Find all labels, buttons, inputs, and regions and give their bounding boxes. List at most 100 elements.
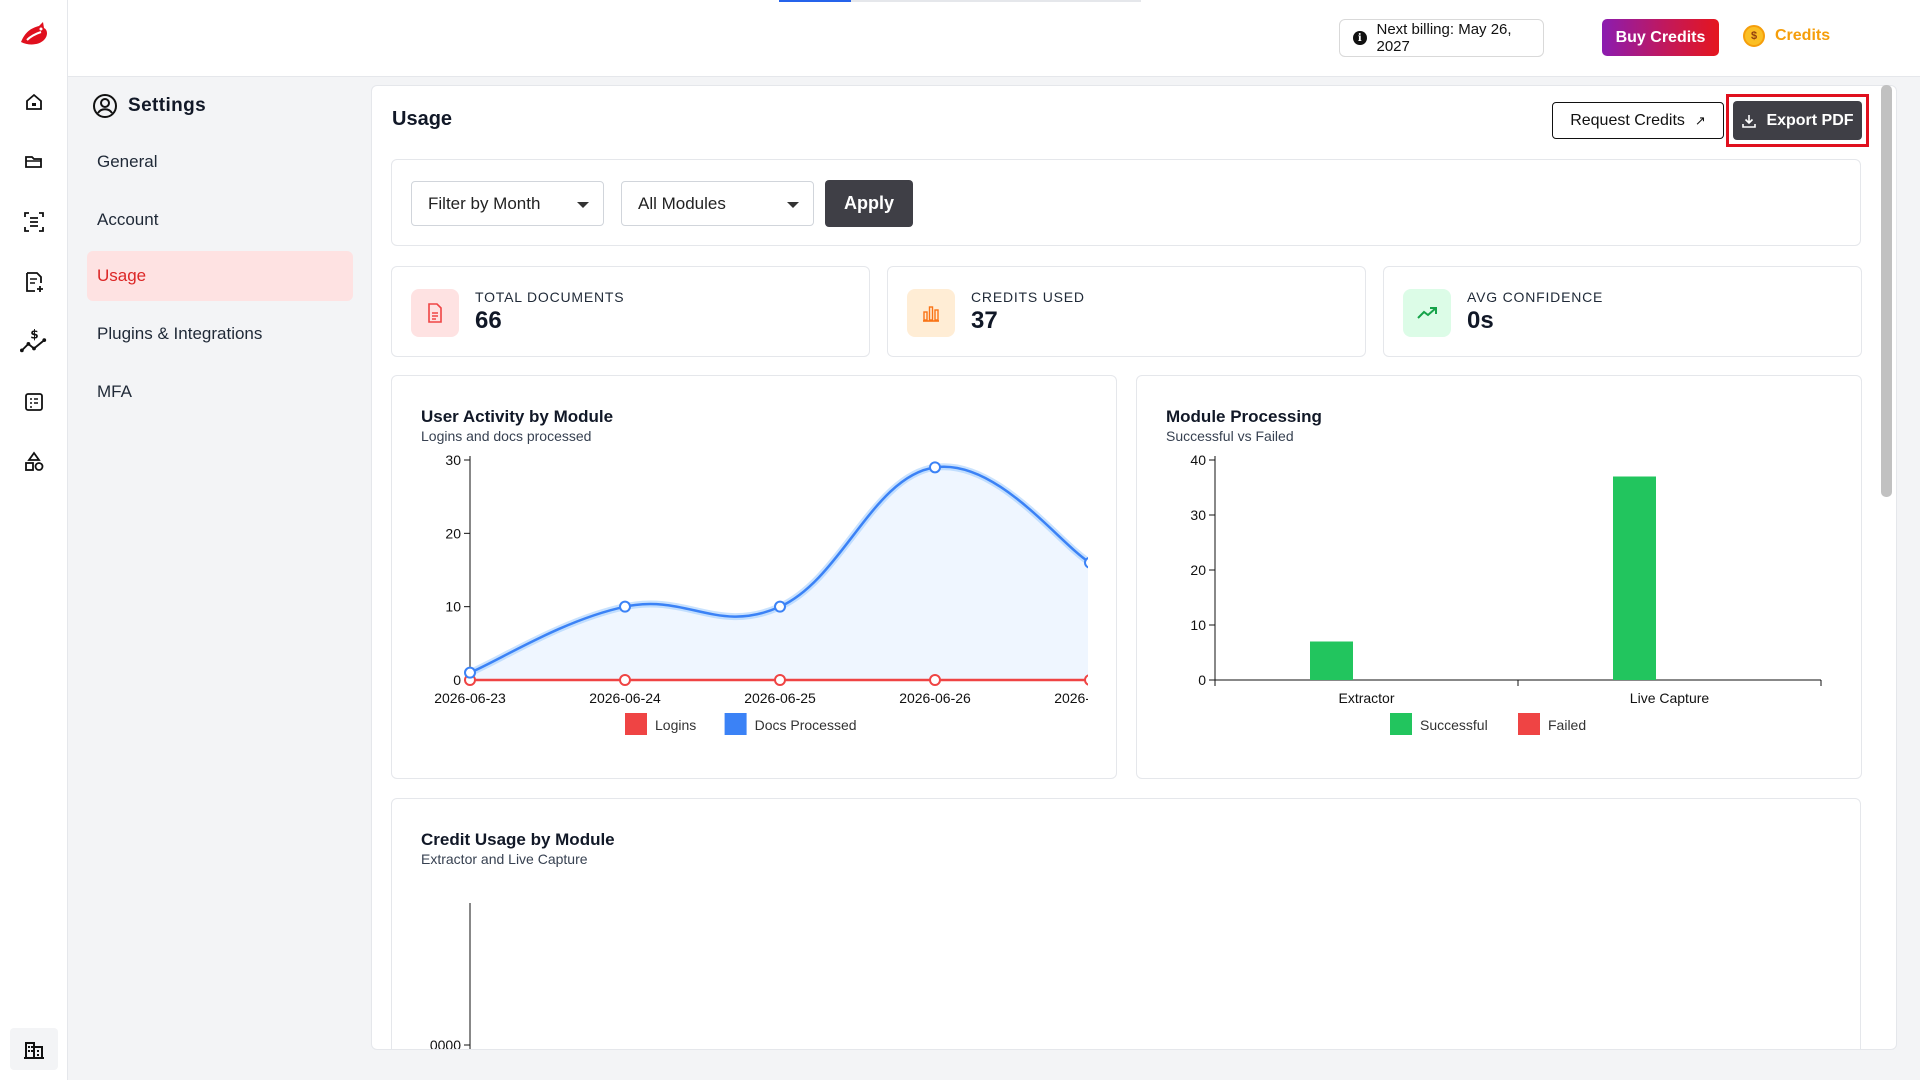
stat-card-credits-used: CREDITS USED 37: [887, 266, 1366, 357]
y-tick-label: 10: [1190, 617, 1206, 633]
download-icon: [1742, 114, 1757, 128]
filters-bar: Filter by Month All Modules Apply: [391, 159, 1861, 246]
y-tick-label: 30: [1190, 507, 1206, 523]
bar-successful: [1613, 476, 1656, 680]
request-credits-label: Request Credits: [1570, 111, 1685, 129]
user-activity-chart: 0 10 20 30 2026-06-23 2026-06-24 2026-06-25 202…: [434, 452, 1118, 735]
settings-nav-general[interactable]: General: [97, 152, 158, 171]
legend-label: Failed: [1548, 717, 1586, 733]
usage-title: Usage: [392, 108, 453, 130]
series-line-docs-processed: [469, 465, 1088, 674]
request-credits-button[interactable]: Request Credits ↗: [1552, 102, 1724, 139]
document-add-icon[interactable]: [20, 268, 48, 296]
settings-nav-mfa[interactable]: MFA: [97, 382, 132, 401]
period-select[interactable]: Filter by Month: [411, 181, 604, 226]
settings-nav-account[interactable]: Account: [97, 210, 159, 229]
scrollbar[interactable]: [1881, 85, 1892, 497]
chart-title: Credit Usage by Module: [421, 830, 615, 849]
coin-icon: $: [1743, 25, 1765, 47]
chart-title: User Activity by Module: [421, 407, 614, 426]
legend-label: Logins: [655, 717, 696, 733]
info-icon: i: [1353, 31, 1367, 45]
x-tick-label: 2026-06-26: [899, 690, 971, 706]
module-select[interactable]: All Modules: [621, 181, 814, 226]
y-tick-label: 0: [453, 672, 461, 688]
external-link-icon: ↗: [1694, 112, 1706, 128]
series-area-docs-processed: [470, 466, 1088, 680]
next-billing-badge: i Next billing: May 26, 2027: [1339, 19, 1544, 57]
x-tick-label: 2026-06-25: [744, 690, 816, 706]
stat-label: TOTAL DOCUMENTS: [475, 289, 625, 305]
user-activity-chart-card: 0 10 20 30 2026-06-23 2026-06-24 2026-06-25 202…: [391, 375, 1117, 779]
building-icon[interactable]: [10, 1028, 58, 1070]
shapes-icon[interactable]: [20, 448, 48, 476]
chevron-down-icon: [577, 202, 589, 208]
user-circle-icon: [93, 94, 117, 118]
module-select-value: All Modules: [638, 193, 726, 213]
x-tick-label: 2026-06-27: [1054, 690, 1118, 706]
chart-subtitle: Successful vs Failed: [1166, 428, 1294, 444]
stat-label: AVG CONFIDENCE: [1467, 289, 1604, 305]
x-tick-label: 2026-06-23: [434, 690, 506, 706]
billing-graph-icon[interactable]: $: [20, 327, 48, 356]
y-tick-label: 10: [445, 599, 461, 615]
bar-chart-icon: [907, 289, 955, 337]
credit-usage-chart-card: 0000 Credit Usage by Module Extractor an…: [391, 798, 1861, 1050]
period-select-value: Filter by Month: [428, 193, 541, 213]
stat-value: 0s: [1467, 307, 1494, 334]
stat-value: 37: [971, 307, 998, 334]
stat-value: 66: [475, 307, 502, 334]
y-tick-label: 0000: [430, 1037, 461, 1050]
legend-swatch: [724, 713, 747, 735]
export-highlight-box: Export PDF: [1726, 94, 1869, 147]
x-tick-label: Live Capture: [1630, 690, 1710, 706]
module-processing-chart: 0 10 20 30 40 Extractor Live Capture Successful…: [1190, 452, 1822, 735]
logo-icon[interactable]: [17, 18, 51, 52]
home-icon[interactable]: [20, 88, 48, 116]
credits-link[interactable]: $ Credits: [1743, 25, 1830, 47]
export-pdf-label: Export PDF: [1766, 111, 1854, 129]
svg-text:$: $: [30, 327, 38, 341]
y-tick-label: 20: [1190, 562, 1206, 578]
data-point-logins: [619, 674, 631, 686]
scan-icon[interactable]: [20, 208, 48, 236]
data-point-logins: [774, 674, 786, 686]
stat-card-total-documents: TOTAL DOCUMENTS 66: [391, 266, 870, 357]
settings-nav-plugins[interactable]: Plugins & Integrations: [97, 324, 263, 343]
list-icon[interactable]: [20, 388, 48, 416]
module-processing-chart-card: 0 10 20 30 40 Extractor Live Capture Successful…: [1136, 375, 1862, 779]
legend-swatch: [1390, 713, 1412, 735]
stat-card-avg-confidence: AVG CONFIDENCE 0s: [1383, 266, 1862, 357]
chart-title: Module Processing: [1166, 407, 1322, 426]
settings-nav-usage[interactable]: Usage: [87, 251, 353, 301]
y-tick-label: 20: [445, 525, 461, 541]
data-point-docs-processed: [929, 461, 941, 474]
credits-label: Credits: [1775, 27, 1831, 44]
data-point-docs-processed: [464, 666, 476, 679]
y-tick-label: 40: [1190, 452, 1206, 468]
data-point-docs-processed: [774, 600, 786, 613]
top-tab-indicator: [851, 0, 1141, 2]
trend-up-icon: [1403, 289, 1451, 337]
chevron-down-icon: [787, 202, 799, 208]
data-point-docs-processed: [1084, 557, 1088, 569]
legend-label: Docs Processed: [755, 717, 857, 733]
export-pdf-button[interactable]: Export PDF: [1733, 101, 1862, 140]
x-tick-label: Extractor: [1338, 690, 1394, 706]
legend-swatch: [625, 713, 647, 735]
chart-subtitle: Extractor and Live Capture: [421, 851, 588, 867]
apply-button[interactable]: Apply: [825, 180, 913, 227]
chart-subtitle: Logins and docs processed: [421, 428, 592, 444]
settings-title-text: Settings: [128, 95, 207, 116]
buy-credits-button[interactable]: Buy Credits: [1602, 19, 1719, 56]
legend-swatch: [1518, 713, 1540, 735]
bar-successful: [1310, 641, 1353, 680]
y-tick-label: 30: [445, 452, 461, 468]
document-icon: [411, 289, 459, 337]
usage-panel: Usage Request Credits ↗ Export PDF Filte…: [371, 85, 1897, 1050]
y-tick-label: 0: [1198, 672, 1206, 688]
settings-title: Settings: [92, 93, 206, 119]
folder-icon[interactable]: [20, 148, 48, 176]
next-billing-text: Next billing: May 26, 2027: [1376, 21, 1512, 55]
x-tick-label: 2026-06-24: [589, 690, 661, 706]
